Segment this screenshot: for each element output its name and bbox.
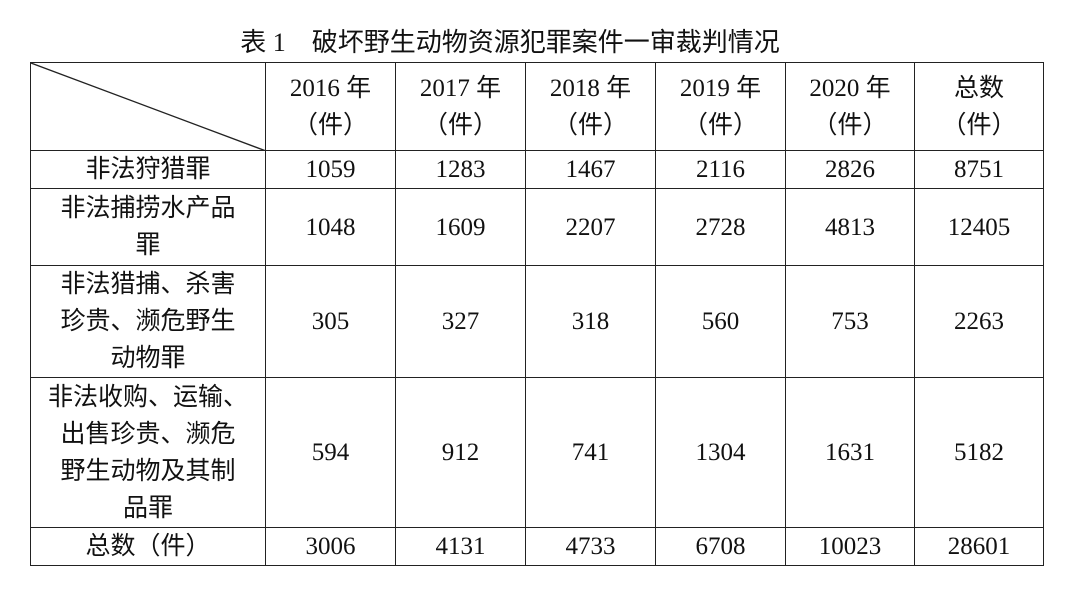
cell: 327 (395, 265, 526, 378)
table-row: 非法狩猎罪 1059 1283 1467 2116 2826 8751 (30, 150, 1044, 189)
label-line: 非法捕捞水产品 (60, 195, 236, 222)
label-line: 罪 (135, 232, 161, 259)
table-body: 2016 年（件） 2017 年（件） 2018 年（件） 2019 年（件） 2020… (30, 62, 1044, 566)
label-line: 品罪 (122, 494, 173, 522)
cell: 2207 (525, 188, 656, 266)
label-line: 珍贵、濒危野生 (60, 308, 236, 335)
cell: 4813 (785, 188, 915, 266)
row-label: 非法猎捕、杀害 珍贵、濒危野生 动物罪 (30, 265, 266, 378)
header-line: （件） (422, 111, 498, 139)
cell: 10023 (785, 527, 915, 566)
header-line: 2020 年 (809, 74, 891, 102)
label-line: 动物罪 (110, 345, 186, 372)
cell: 4131 (395, 527, 526, 566)
table-row: 非法捕捞水产品罪 1048 1609 2207 2728 4813 12405 (30, 188, 1044, 266)
header-line: （件） (812, 111, 888, 139)
cell: 2728 (655, 188, 786, 266)
row-label: 非法收购、运输、 出售珍贵、濒危 野生动物及其制 品罪 (30, 377, 266, 528)
header-line: 总数 (953, 74, 1004, 102)
label-line: 野生动物及其制 (60, 457, 236, 485)
cell: 4733 (525, 527, 656, 566)
cell: 753 (785, 265, 915, 378)
label-line: 出售珍贵、濒危 (60, 420, 236, 448)
cell: 1048 (265, 188, 396, 266)
table-row: 非法收购、运输、 出售珍贵、濒危 野生动物及其制 品罪 594 912 741 1304 163… (30, 377, 1044, 528)
column-header: 2017 年 （件） (395, 62, 526, 151)
cell: 1304 (655, 377, 786, 528)
cell: 1609 (395, 188, 526, 266)
corner-cell (30, 62, 266, 151)
label-line: 非法猎捕、杀害 (60, 271, 236, 298)
cell: 560 (655, 265, 786, 378)
cell: 5182 (914, 377, 1044, 528)
cell: 305 (265, 265, 396, 378)
column-header: 2019 年 （件） (655, 62, 786, 151)
cell: 12405 (914, 188, 1044, 266)
label-line: 非法收购、运输、 (47, 383, 248, 411)
header-row: 2016 年（件） 2017 年（件） 2018 年（件） 2019 年（件） 2020… (30, 62, 1044, 151)
header-line: 2017 年 (419, 74, 502, 102)
label-line: 非法狩猎罪 (85, 156, 211, 183)
cell: 2263 (914, 265, 1044, 378)
header-line: 2019 年 (679, 74, 762, 102)
cell: 594 (265, 377, 396, 528)
column-header: 总数 （件） (914, 62, 1044, 151)
cell: 1467 (525, 150, 656, 189)
cell: 6708 (655, 527, 786, 566)
cell: 2826 (785, 150, 915, 189)
table-row: 总数（件） 3006 4131 4733 6708 10023 28601 (30, 527, 1044, 566)
header-line: （件） (682, 111, 758, 139)
cell: 2116 (655, 150, 786, 189)
cell: 1283 (395, 150, 526, 189)
cell: 1059 (265, 150, 396, 189)
diagonal (31, 63, 266, 151)
column-header: 2016 年 （件） (265, 62, 396, 151)
column-header: 2020 年 （件） (785, 62, 915, 151)
header-line: （件） (292, 111, 368, 139)
cell: 28601 (914, 527, 1044, 566)
cell: 318 (525, 265, 656, 378)
row-label: 非法狩猎罪 (30, 150, 266, 189)
cell: 1631 (785, 377, 915, 528)
cell: 3006 (265, 527, 396, 566)
label-line: 总数（件） (85, 533, 211, 560)
column-header: 2018 年 （件） (525, 62, 656, 151)
header-line: （件） (552, 111, 628, 139)
table-title: 表 1 破坏野生动物资源犯罪案件一审裁判情况 (240, 28, 780, 57)
cell: 8751 (914, 150, 1044, 189)
row-label: 非法捕捞水产品罪 (30, 188, 266, 266)
table-row: 非法猎捕、杀害 珍贵、濒危野生 动物罪 305 327 318 560 753 2263 (30, 265, 1044, 378)
header-line: （件） (941, 111, 1017, 139)
cell: 912 (395, 377, 526, 528)
data-table: 2016 年（件） 2017 年（件） 2018 年（件） 2019 年（件） 2020… (30, 62, 1044, 566)
cell: 741 (525, 377, 656, 528)
header-line: 2018 年 (549, 74, 632, 102)
header-line: 2016 年 (289, 74, 372, 102)
row-label: 总数（件） (30, 527, 266, 566)
